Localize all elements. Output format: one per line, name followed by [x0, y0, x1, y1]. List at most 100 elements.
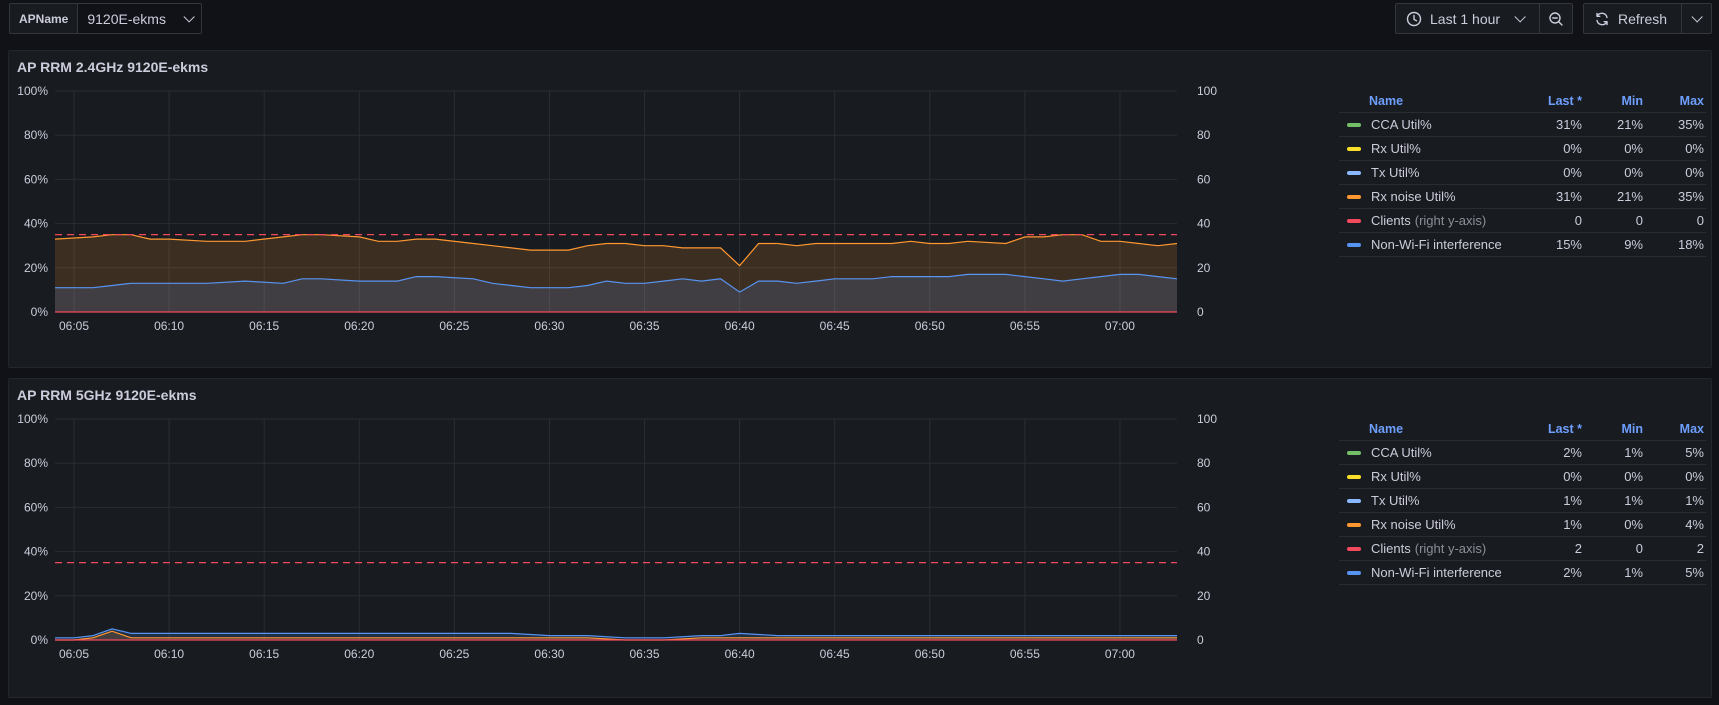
legend-row[interactable]: Tx Util% 1% 1% 1%: [1339, 489, 1706, 513]
refresh-interval-button[interactable]: [1681, 4, 1711, 33]
legend-row[interactable]: Rx noise Util% 31% 21% 35%: [1339, 185, 1706, 209]
legend-row[interactable]: Rx Util% 0% 0% 0%: [1339, 465, 1706, 489]
time-picker-group: Last 1 hour: [1395, 3, 1573, 34]
x-tick-label: 07:00: [1105, 647, 1135, 661]
refresh-button[interactable]: Refresh: [1584, 4, 1681, 33]
legend-value-last: 15%: [1555, 237, 1582, 252]
y-right-tick-label: 100: [1197, 412, 1217, 426]
legend-value-min: 0: [1635, 213, 1643, 228]
legend-series-label: Rx noise Util%: [1371, 517, 1456, 532]
variable-select[interactable]: 9120E-ekms: [78, 4, 202, 33]
x-tick-label: 06:05: [59, 647, 89, 661]
legend-series-name: Non-Wi-Fi interference: [1339, 565, 1516, 580]
legend-series-label: Rx noise Util%: [1371, 189, 1456, 204]
legend-header-name[interactable]: Name: [1369, 93, 1404, 108]
x-tick-label: 06:10: [154, 647, 184, 661]
legend-series-label: Tx Util%: [1371, 165, 1420, 180]
legend-series-name: CCA Util%: [1339, 445, 1516, 460]
legend-value-max: 5%: [1685, 445, 1704, 460]
x-tick-label: 06:15: [249, 319, 279, 333]
legend-row[interactable]: Clients (right y-axis) 0 0 0: [1339, 209, 1706, 233]
legend-row[interactable]: Rx Util% 0% 0% 0%: [1339, 137, 1706, 161]
refresh-label: Refresh: [1618, 10, 1668, 27]
legend-series-label: Clients: [1371, 213, 1411, 228]
x-tick-label: 06:45: [820, 647, 850, 661]
legend-header: Name Last * Min Max: [1339, 89, 1706, 113]
legend-row[interactable]: Clients (right y-axis) 2 0 2: [1339, 537, 1706, 561]
legend-row[interactable]: CCA Util% 2% 1% 5%: [1339, 441, 1706, 465]
legend-header-max[interactable]: Max: [1679, 93, 1704, 108]
y-left-tick-label: 60%: [24, 172, 48, 186]
legend-series-label: Non-Wi-Fi interference: [1371, 237, 1502, 252]
legend-row[interactable]: CCA Util% 31% 21% 35%: [1339, 113, 1706, 137]
y-left-tick-label: 20%: [24, 589, 48, 603]
legend-color-swatch: [1347, 522, 1361, 527]
legend-header-last[interactable]: Last *: [1547, 421, 1582, 436]
legend-value-last: 0%: [1563, 469, 1582, 484]
time-range-label: Last 1 hour: [1430, 10, 1501, 27]
chart-rrm-24ghz[interactable]: 100% 100 80% 80 60% 60 40% 40 20% 20 0% 0 06:05 06:10…: [9, 51, 1329, 369]
x-tick-label: 06:50: [915, 647, 945, 661]
x-tick-label: 06:35: [630, 647, 660, 661]
legend-row[interactable]: Rx noise Util% 1% 0% 4%: [1339, 513, 1706, 537]
y-left-tick-label: 40%: [24, 217, 48, 231]
legend-value-last: 1%: [1563, 493, 1582, 508]
variable-picker-apname[interactable]: APName 9120E-ekms: [9, 3, 203, 34]
legend-value-min: 0: [1635, 541, 1643, 556]
legend-header-min[interactable]: Min: [1621, 93, 1643, 108]
legend-value-last: 31%: [1555, 117, 1582, 132]
time-range-button[interactable]: Last 1 hour: [1396, 4, 1539, 33]
zoom-out-button[interactable]: [1539, 4, 1572, 33]
variable-label: APName: [10, 4, 79, 33]
legend-value-last: 2: [1574, 541, 1582, 556]
legend-color-swatch: [1347, 218, 1361, 223]
clock-icon: [1406, 11, 1422, 26]
legend-value-last: 2%: [1563, 565, 1582, 580]
legend-series-label: Rx Util%: [1371, 469, 1421, 484]
chart-rrm-5ghz[interactable]: 100% 100 80% 80 60% 60 40% 40 20% 20 0% 0 06:05 06:10…: [9, 379, 1329, 699]
legend-table: Name Last * Min Max CCA Util% 31% 21% 35% Rx Uti…: [1339, 89, 1706, 257]
chevron-down-icon: [183, 10, 196, 23]
legend-header-name[interactable]: Name: [1369, 421, 1404, 436]
variable-value: 9120E-ekms: [87, 10, 166, 27]
chevron-down-icon: [1514, 10, 1526, 23]
x-tick-label: 06:35: [630, 319, 660, 333]
legend-color-swatch: [1347, 122, 1361, 127]
x-tick-label: 06:20: [344, 647, 374, 661]
y-left-tick-label: 20%: [24, 261, 48, 275]
legend-color-swatch: [1347, 474, 1361, 479]
legend-value-min: 21%: [1616, 117, 1643, 132]
legend-series-label: Tx Util%: [1371, 493, 1420, 508]
legend-value-min: 0%: [1624, 141, 1643, 156]
legend-row[interactable]: Non-Wi-Fi interference 15% 9% 18%: [1339, 233, 1706, 257]
y-left-tick-label: 0%: [31, 633, 49, 647]
x-tick-label: 06:30: [534, 319, 564, 333]
legend-value-max: 0: [1696, 213, 1704, 228]
panel-rrm-5ghz: AP RRM 5GHz 9120E-ekms 100% 100 80% 80 60% 60…: [8, 378, 1712, 698]
legend-header-min[interactable]: Min: [1621, 421, 1643, 436]
legend-series-suffix: (right y-axis): [1414, 213, 1487, 228]
legend-header-max[interactable]: Max: [1679, 421, 1704, 436]
legend-series-name: CCA Util%: [1339, 117, 1516, 132]
legend-series-name: Clients (right y-axis): [1339, 541, 1516, 556]
legend-color-swatch: [1347, 570, 1361, 575]
legend-value-max: 4%: [1685, 517, 1704, 532]
y-right-tick-label: 20: [1197, 261, 1211, 275]
legend-series-label: CCA Util%: [1371, 445, 1432, 460]
legend-header-last[interactable]: Last *: [1547, 93, 1582, 108]
dashboard-toolbar: APName 9120E-ekms Last 1 hour: [0, 0, 1719, 46]
legend-table: Name Last * Min Max CCA Util% 2% 1% 5% Rx Util% 0…: [1339, 417, 1706, 585]
panel-title: AP RRM 5GHz 9120E-ekms: [17, 387, 197, 403]
y-left-tick-label: 0%: [31, 305, 49, 319]
legend-row[interactable]: Tx Util% 0% 0% 0%: [1339, 161, 1706, 185]
series-line: [55, 273, 1178, 293]
legend-series-label: Non-Wi-Fi interference: [1371, 565, 1502, 580]
y-right-tick-label: 60: [1197, 172, 1211, 186]
legend-row[interactable]: Non-Wi-Fi interference 2% 1% 5%: [1339, 561, 1706, 585]
x-tick-label: 06:55: [1010, 647, 1040, 661]
y-right-tick-label: 40: [1197, 545, 1211, 559]
series-area: [55, 234, 1177, 312]
x-tick-label: 06:50: [915, 319, 945, 333]
x-tick-label: 06:15: [249, 647, 279, 661]
panel-title: AP RRM 2.4GHz 9120E-ekms: [17, 59, 209, 75]
